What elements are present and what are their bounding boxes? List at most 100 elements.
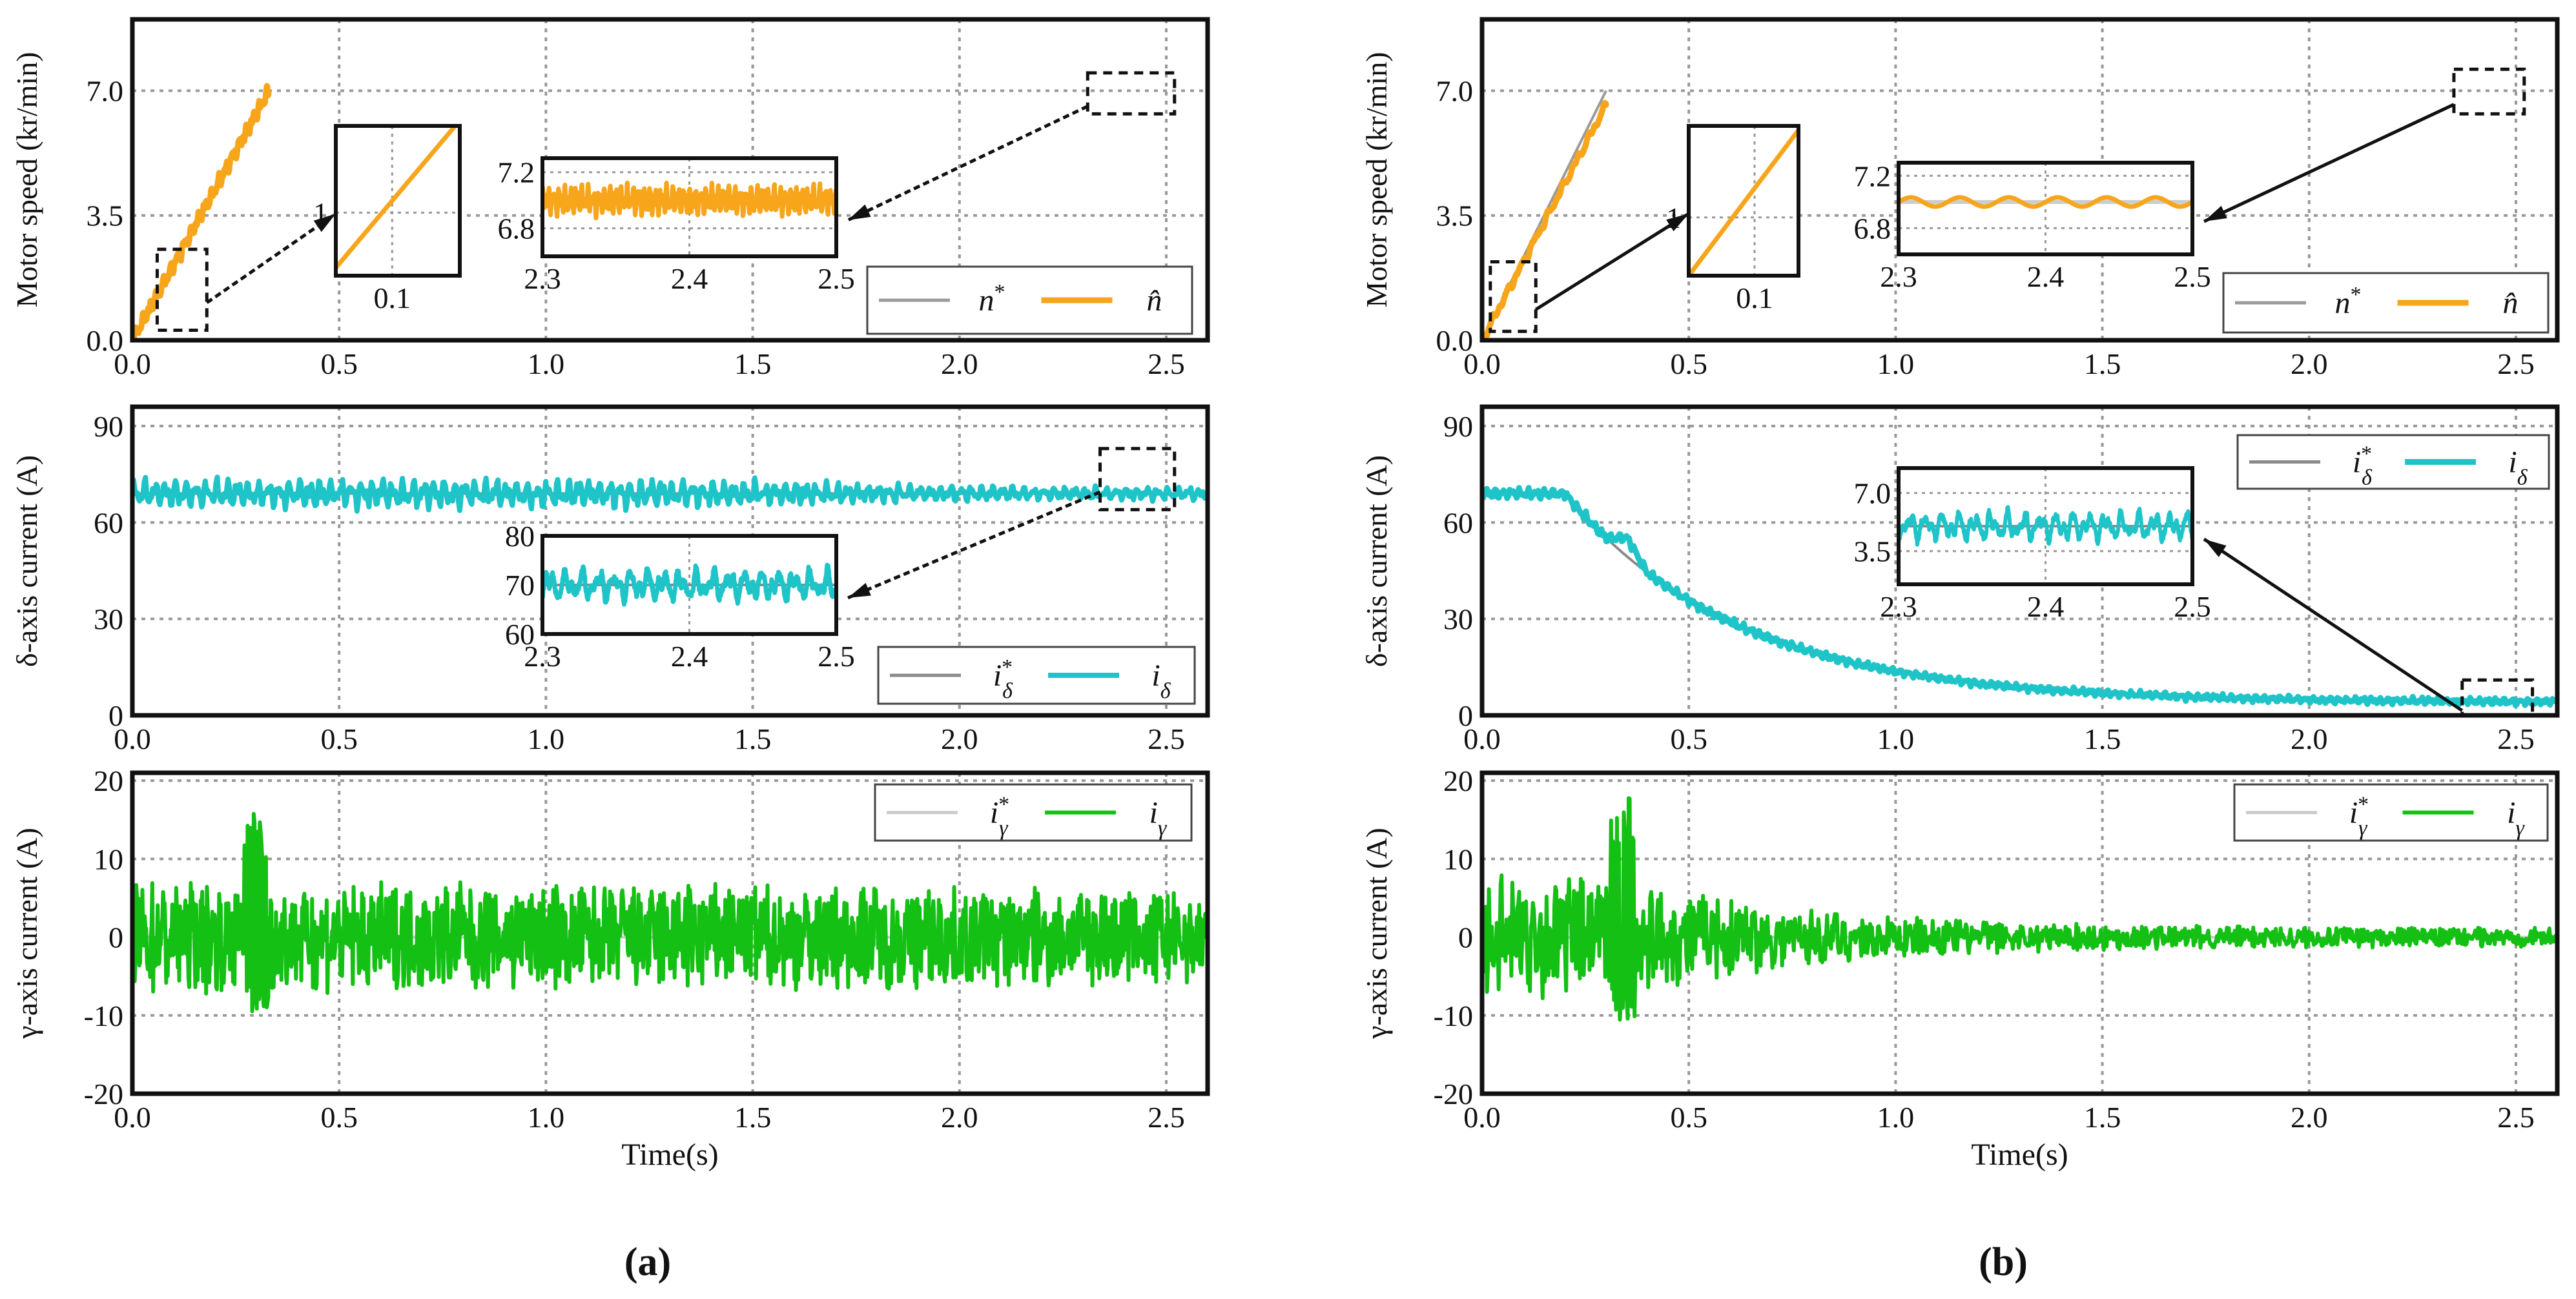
- x-tick-label: 0.5: [320, 1101, 358, 1134]
- y-tick-label: 10: [1443, 843, 1473, 875]
- x-tick-label: 2.0: [2291, 347, 2328, 380]
- inset-x-tick-label: 2.3: [1880, 590, 1917, 623]
- legend-label: i* δ: [993, 655, 1013, 703]
- inset-frame: [541, 534, 838, 636]
- y-tick-label: 60: [94, 506, 123, 539]
- inset-x-tick-label: 2.5: [2174, 260, 2211, 293]
- y-tick-label: -10: [84, 999, 123, 1032]
- plot-frame: [1479, 770, 2560, 1096]
- panel-b-speed-chart: 0.0 0.5 1.0 1.5 2.0 2.5 0.0 3.5 7.0 Motor speed (…: [1360, 17, 2560, 380]
- series-line-estimate: [1482, 485, 2557, 708]
- series-line-estimate: [1482, 99, 1609, 340]
- y-tick-label: 3.5: [1436, 199, 1474, 232]
- y-tick-label: 60: [1443, 506, 1473, 539]
- x-tick-label: 2.5: [2497, 722, 2535, 755]
- x-tick-label: 1.0: [1877, 1101, 1915, 1134]
- inset-x-tick-label: 2.3: [524, 262, 561, 295]
- inset-frame: [334, 124, 462, 278]
- x-tick-label: 2.5: [2497, 1101, 2535, 1134]
- y-tick-label: 0: [108, 921, 123, 954]
- x-axis-label: Time(s): [1971, 1138, 2068, 1172]
- zoom-arrow: [847, 490, 1101, 600]
- inset-frame: [1687, 124, 1800, 278]
- inset-x-tick-label: 2.5: [818, 640, 855, 673]
- x-tick-label: 1.5: [2084, 1101, 2121, 1134]
- x-tick-label: 1.5: [734, 722, 772, 755]
- y-tick-label: -20: [1434, 1078, 1473, 1110]
- series-line-estimate: [132, 83, 272, 340]
- x-tick-label: 0.0: [1463, 1101, 1501, 1134]
- zoom-region-box: [1086, 71, 1177, 116]
- panel-a-speed-chart: 0.0 0.5 1.0 1.5 2.0 2.5 0.0 3.5 7.0 Motor speed (…: [10, 17, 1210, 380]
- y-tick-label: 30: [94, 603, 123, 636]
- x-tick-label: 2.0: [2291, 1101, 2328, 1134]
- zoom-region-box: [155, 247, 209, 332]
- x-tick-label: 0.5: [1670, 347, 1707, 380]
- inset-frame: [1897, 161, 2194, 256]
- y-axis-label: δ-axis current (A): [10, 455, 43, 667]
- x-tick-label: 1.0: [1877, 722, 1915, 755]
- inset-frame: [541, 156, 838, 258]
- x-tick-label: 0.0: [1463, 347, 1501, 380]
- y-axis-label: Motor speed (kr/min): [1360, 52, 1393, 307]
- inset-x-tick-label: 2.4: [2027, 590, 2065, 623]
- x-tick-label: 2.5: [1148, 722, 1185, 755]
- y-tick-label: 20: [1443, 764, 1473, 797]
- x-tick-label: 2.0: [2291, 722, 2328, 755]
- panel-a-gamma-current-chart: 0.0 0.5 1.0 1.5 2.0 2.5 -20 -10 0 10 20 γ-axis curr…: [10, 764, 1210, 1172]
- y-tick-label: 3.5: [87, 199, 124, 232]
- y-tick-label: 20: [94, 764, 123, 797]
- inset-x-tick-label: 2.5: [2174, 590, 2211, 623]
- y-axis-label: δ-axis current (A): [1360, 455, 1393, 667]
- inset-series-line: [1689, 128, 1798, 276]
- x-tick-label: 0.0: [114, 722, 151, 755]
- zoom-arrow: [847, 105, 1089, 222]
- zoom-arrow-head: [313, 214, 336, 232]
- x-tick-label: 2.5: [2497, 347, 2535, 380]
- inset-x-tick-label: 2.5: [818, 262, 855, 295]
- inset-y-tick-label: 7.2: [498, 156, 535, 189]
- y-tick-label: 0: [1458, 699, 1473, 732]
- inset-y-tick-label: 60: [505, 618, 535, 651]
- zoom-arrow: [2203, 103, 2455, 223]
- zoom-arrow-head: [2204, 205, 2227, 221]
- x-tick-label: 2.0: [941, 1101, 978, 1134]
- plot-frame: [130, 404, 1210, 718]
- plot-frame: [130, 770, 1210, 1096]
- y-tick-label: -20: [84, 1078, 123, 1110]
- y-tick-label: 0: [108, 699, 123, 732]
- x-tick-label: 0.0: [114, 347, 151, 380]
- inset-y-tick-label: 7.0: [1854, 477, 1891, 510]
- inset-background: [336, 126, 460, 276]
- inset-x-tick-label: 2.4: [671, 640, 708, 673]
- inset-x-tick-label: 0.1: [1736, 281, 1773, 314]
- y-tick-label: 0: [1458, 921, 1473, 954]
- legend-label: n*: [979, 280, 1005, 318]
- x-tick-label: 2.0: [941, 347, 978, 380]
- series-line-estimate: [1482, 796, 2557, 1022]
- inset-y-tick-label: 70: [505, 569, 535, 602]
- x-axis-label: Time(s): [621, 1138, 718, 1172]
- inset-x-tick-label: 2.4: [2027, 260, 2065, 293]
- zoom-region-box: [1098, 447, 1177, 511]
- inset-series-line: [542, 180, 836, 221]
- inset-y-tick-label: 7.2: [1854, 159, 1891, 192]
- x-tick-label: 1.0: [528, 722, 565, 755]
- inset-y-tick-label: 3.5: [1854, 535, 1891, 568]
- zoom-region-box: [2452, 67, 2526, 116]
- inset-x-tick-label: 2.3: [524, 640, 561, 673]
- legend-label: iγ: [1149, 796, 1168, 841]
- x-tick-label: 1.0: [528, 347, 565, 380]
- zoom-region-box: [1489, 260, 1538, 333]
- series-line-estimate: [132, 812, 1208, 1014]
- inset-x-tick-label: 2.4: [671, 262, 708, 295]
- inset-series-line: [1899, 505, 2192, 547]
- x-tick-label: 0.5: [320, 722, 358, 755]
- legend-label: i* γ: [2349, 792, 2369, 840]
- plot-frame: [130, 17, 1210, 343]
- plot-frame: [1479, 17, 2560, 343]
- legend-label: n̂: [1147, 283, 1162, 318]
- x-tick-label: 2.0: [941, 722, 978, 755]
- inset-y-tick-label: 6.8: [1854, 212, 1891, 245]
